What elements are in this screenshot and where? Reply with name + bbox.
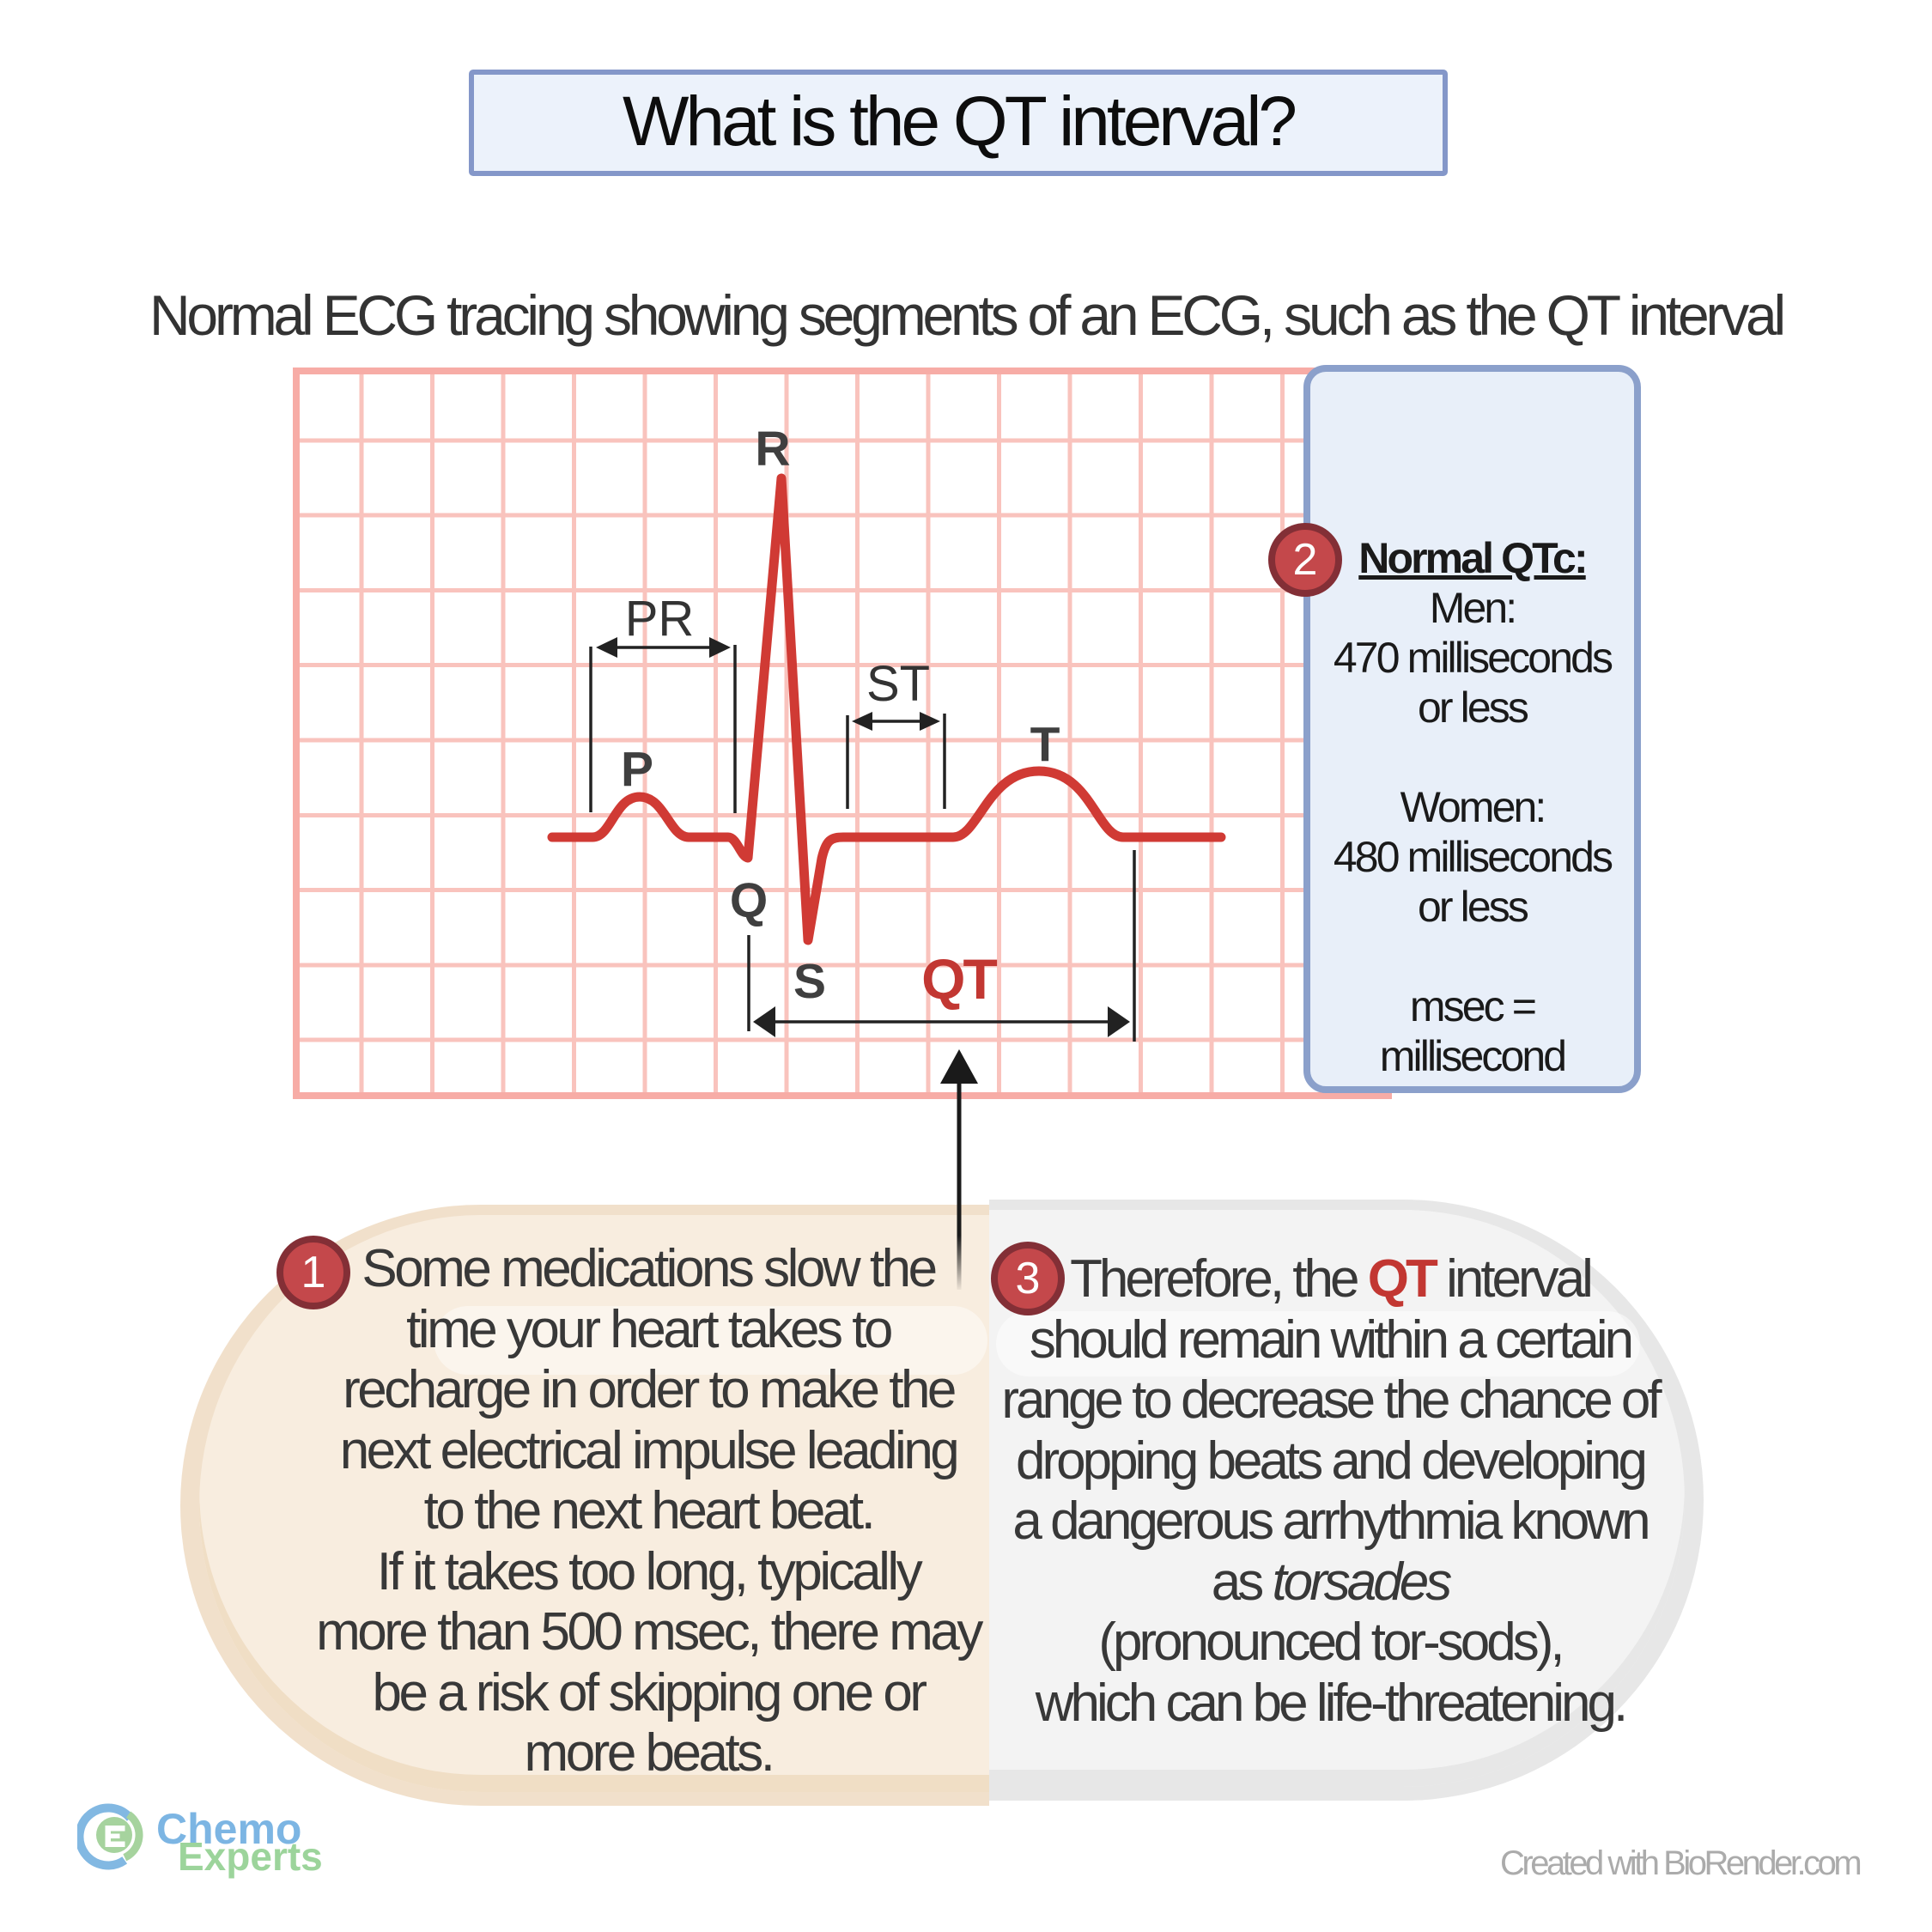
- svg-text:Q: Q: [730, 873, 768, 928]
- svg-text:ST: ST: [866, 656, 930, 712]
- svg-text:Experts: Experts: [178, 1834, 323, 1879]
- svg-text:P: P: [621, 742, 653, 797]
- svg-text:PR: PR: [625, 591, 695, 647]
- svg-text:QT: QT: [921, 947, 997, 1011]
- svg-text:Chemo: Chemo: [156, 1805, 301, 1853]
- svg-text:T: T: [1030, 717, 1060, 772]
- svg-text:S: S: [793, 954, 826, 1009]
- svg-text:R: R: [755, 422, 790, 477]
